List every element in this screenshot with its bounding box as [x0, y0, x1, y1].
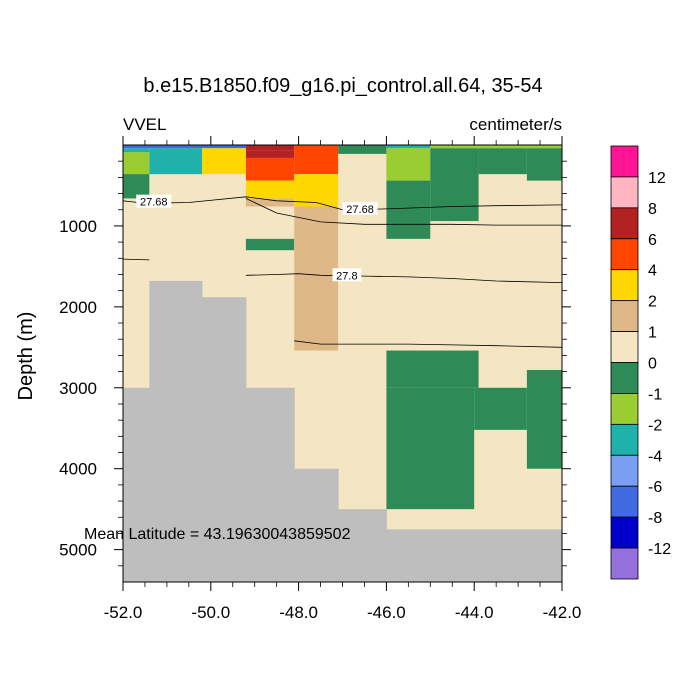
contour-label-bg-1 [342, 201, 378, 215]
colorbar-swatch-4 [610, 269, 639, 302]
velocity-cell-14 [294, 206, 339, 351]
colorbar-label-12: -12 [648, 541, 671, 558]
colorbar-swatch-9 [610, 423, 639, 456]
plot-area: 27.68 27.68 27.8 -52.0 -50.0 -48.0 -46.0 -44.0… [59, 136, 581, 622]
contour-label-1: 27.68 [346, 204, 374, 216]
chart-title: b.e15.B1850.f09_g16.pi_control.all.64, 3… [143, 75, 542, 97]
colorbar-swatch-7 [610, 362, 639, 394]
colorbar-swatch-12 [610, 516, 639, 549]
y-tick-label-0: 1000 [59, 217, 97, 236]
colorbar-swatch-1 [610, 176, 639, 209]
density-contour-0 [122, 196, 563, 211]
density-contour-1 [245, 198, 562, 226]
velocity-cell-24 [386, 350, 479, 388]
x-tick-label-1: -50.0 [191, 603, 230, 622]
contour-label-0: 27.68 [140, 197, 168, 209]
colorbar-label-3: 4 [648, 263, 657, 280]
land-mask-5 [338, 509, 387, 582]
velocity-cell-22 [478, 148, 527, 175]
x-tick-label-3: -46.0 [367, 603, 406, 622]
colorbar-label-5: 1 [648, 325, 657, 342]
land-mask-6 [386, 529, 563, 582]
x-tick-label-5: -42.0 [543, 603, 582, 622]
velocity-cell-6 [245, 145, 295, 151]
land-mask-2 [202, 297, 247, 582]
velocity-cell-13 [294, 174, 339, 207]
x-tick-label-0: -52.0 [104, 603, 143, 622]
x-tick-label-2: -48.0 [279, 603, 318, 622]
colorbar-swatch-3 [610, 238, 639, 271]
colorbar-swatch-11 [610, 485, 639, 518]
velocity-cell-27 [526, 369, 562, 469]
velocity-cell-2 [123, 152, 150, 175]
velocity-cell-4 [149, 148, 203, 175]
colorbar-label-4: 2 [648, 294, 657, 311]
colorbar-swatch-10 [610, 454, 639, 487]
contour-layer: 27.68 27.68 27.8 [122, 194, 563, 348]
colorbar-swatch-0 [610, 145, 639, 178]
velocity-cell-23 [526, 148, 562, 181]
velocity-cell-17 [386, 148, 431, 181]
colorbar-label-7: -1 [648, 386, 662, 403]
velocity-cell-12 [294, 145, 339, 175]
colorbar-swatch-5 [610, 300, 639, 332]
density-contour-2 [122, 258, 150, 261]
velocity-cell-25 [386, 387, 475, 510]
units-label: centimeter/s [469, 115, 562, 134]
colorbar-label-1: 8 [648, 201, 657, 218]
colorbar-label-11: -8 [648, 510, 662, 527]
variable-label: VVEL [123, 115, 166, 134]
colorbar-label-2: 6 [648, 232, 657, 249]
velocity-cell-0 [123, 145, 246, 149]
contour-label-bg-0 [136, 194, 172, 208]
velocity-cell-3 [123, 174, 150, 199]
y-tick-label-4: 5000 [59, 541, 97, 560]
colorbar-label-10: -6 [648, 479, 662, 496]
velocity-cell-21 [478, 145, 562, 149]
colorbar: 12 8 6 4 2 1 0 -1 -2 -4 -6 -8 -12 [610, 145, 671, 580]
contour-label-bg-3 [332, 268, 362, 282]
contour-label-3: 27.8 [336, 270, 357, 282]
velocity-cell-15 [338, 145, 387, 154]
velocity-cell-8 [245, 157, 295, 181]
y-tick-label-3: 4000 [59, 460, 97, 479]
velocity-cell-18 [386, 180, 431, 239]
velocity-cell-10 [245, 198, 295, 207]
velocity-cell-19 [430, 145, 479, 149]
y-tick-label-1: 2000 [59, 298, 97, 317]
density-contour-3 [245, 273, 563, 283]
colorbar-swatch-2 [610, 207, 639, 240]
density-contour-4 [294, 340, 563, 348]
velocity-cell-9 [245, 180, 295, 199]
colorbar-label-9: -4 [648, 448, 662, 465]
x-tick-label-4: -44.0 [455, 603, 494, 622]
colorbar-swatch-6 [610, 331, 639, 363]
velocity-cell-16 [386, 145, 431, 149]
land-mask-3 [245, 387, 295, 582]
velocity-cell-26 [474, 387, 527, 430]
velocity-cell-5 [202, 148, 246, 175]
colorbar-label-6: 0 [648, 356, 657, 373]
y-tick-label-2: 3000 [59, 379, 97, 398]
velocity-cell-7 [245, 150, 295, 158]
land-mask-1 [149, 280, 203, 582]
land-layer [123, 280, 563, 582]
colorbar-label-8: -2 [648, 417, 662, 434]
velocity-cell-1 [123, 148, 150, 153]
y-axis-label: Depth (m) [15, 312, 37, 401]
velocity-cell-20 [430, 148, 479, 222]
ticks-layer: -52.0 -50.0 -48.0 -46.0 -44.0 -42.0 1000 2000 30… [59, 136, 581, 622]
velocity-cell-11 [245, 238, 295, 251]
mean-latitude-annotation: Mean Latitude = 43.19630043859502 [84, 526, 351, 543]
colorbar-label-0: 12 [648, 170, 666, 187]
colorbar-swatch-13 [610, 547, 639, 580]
colorbar-swatch-8 [610, 393, 639, 425]
land-mask-4 [294, 468, 339, 582]
land-mask-0 [123, 387, 150, 582]
